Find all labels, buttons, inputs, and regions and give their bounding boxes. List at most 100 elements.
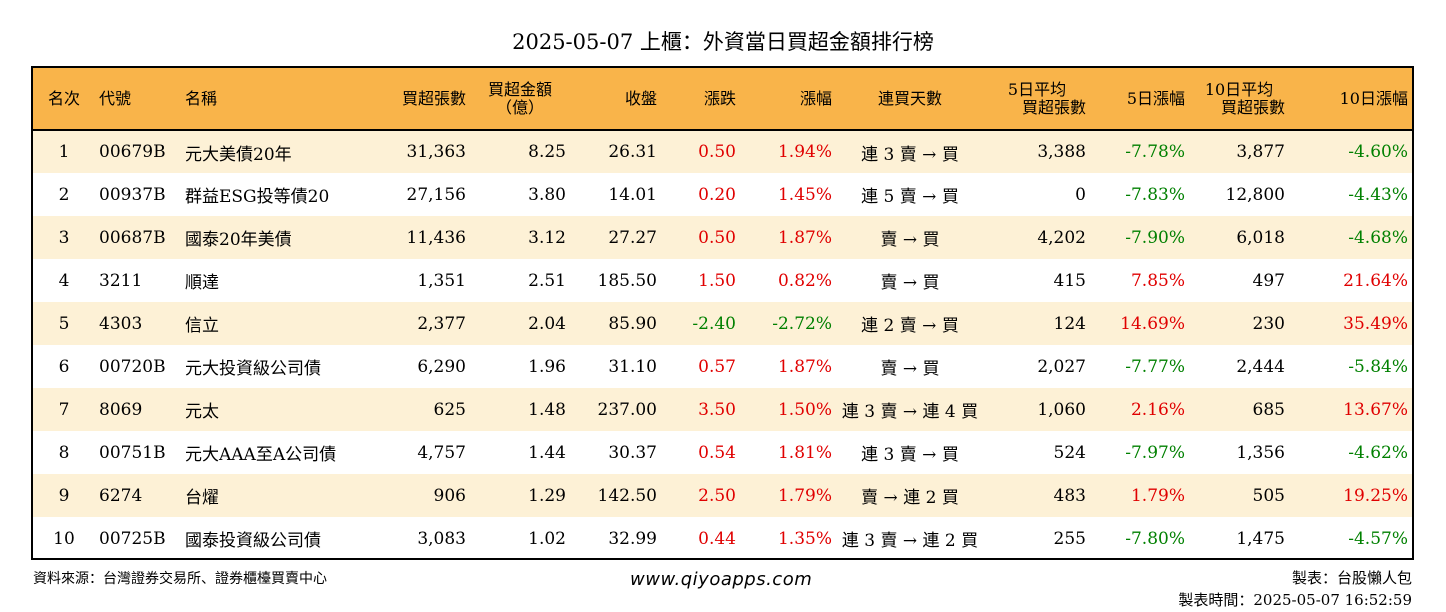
maker-info: 製表：台股懶人包 製表時間：2025-05-07 16:52:59	[1178, 567, 1412, 611]
avg10-cell: 497	[1252, 270, 1285, 291]
pct5-cell: -7.90%	[1125, 227, 1185, 248]
website-link[interactable]: www.qiyoapps.com	[630, 569, 813, 590]
name-cell: 元大美債20年	[185, 144, 292, 165]
name-cell: 順達	[185, 273, 219, 293]
avg10-cell: 1,356	[1236, 442, 1285, 463]
header-avg5-line1: 5日平均	[1007, 79, 1067, 99]
header-avg5: 5日平均 買超張數	[984, 68, 1090, 131]
code-cell: 4303	[99, 313, 143, 334]
change-pct-cell: 1.87%	[777, 356, 832, 377]
rank-cell: 9	[58, 485, 70, 506]
header-pct5: 5日漲幅	[1090, 68, 1189, 131]
header-pct10: 10日漲幅	[1289, 68, 1412, 131]
avg10-cell: 3,877	[1236, 142, 1285, 162]
close-cell: 14.01	[608, 184, 657, 205]
code-cell: 8069	[99, 399, 143, 420]
header-net-buy-lots: 買超張數	[386, 68, 470, 131]
name-cell: 國泰投資級公司債	[185, 531, 321, 551]
change-cell: 3.50	[698, 399, 736, 420]
avg5-cell: 524	[1053, 442, 1086, 463]
pct10-cell: -4.68%	[1348, 227, 1408, 248]
avg5-cell: 1,060	[1037, 399, 1086, 420]
streak-cell: 連 3 賣 → 買	[861, 445, 959, 465]
change-pct-cell: 1.79%	[777, 485, 832, 506]
close-cell: 27.27	[608, 227, 657, 248]
change-cell: -2.40	[692, 313, 736, 334]
net-buy-amount-cell: 1.02	[528, 528, 566, 549]
rank-cell: 4	[58, 270, 70, 291]
change-cell: 1.50	[698, 270, 736, 291]
header-rank: 名次	[33, 68, 95, 131]
table-row: 4 3211 順達 1,351 2.51 185.50 1.50 0.82% 賣 → 買 415 7…	[33, 259, 1412, 302]
net-buy-lots-cell: 3,083	[417, 528, 466, 549]
change-cell: 0.50	[698, 227, 736, 248]
pct5-cell: 7.85%	[1130, 270, 1185, 291]
rank-cell: 2	[58, 184, 70, 205]
rank-cell: 5	[58, 313, 70, 334]
pct5-cell: -7.80%	[1125, 528, 1185, 549]
close-cell: 85.90	[608, 313, 657, 334]
change-cell: 2.50	[698, 485, 736, 506]
made-time: 製表時間：2025-05-07 16:52:59	[1178, 591, 1412, 609]
net-buy-amount-cell: 1.29	[528, 485, 566, 506]
avg5-cell: 4,202	[1037, 227, 1086, 248]
rank-cell: 3	[58, 227, 70, 248]
rank-cell: 10	[53, 528, 75, 549]
change-cell: 0.54	[698, 442, 736, 463]
table-row: 8 00751B 元大AAA至A公司債 4,757 1.44 30.37 0.54 1.81%…	[33, 431, 1412, 474]
streak-cell: 連 3 賣 → 買	[861, 144, 959, 165]
pct5-cell: 14.69%	[1120, 313, 1185, 334]
close-cell: 237.00	[597, 399, 657, 420]
pct5-cell: -7.78%	[1125, 142, 1185, 162]
avg10-cell: 2,444	[1236, 356, 1285, 377]
name-cell: 元大AAA至A公司債	[185, 445, 337, 465]
change-pct-cell: 1.87%	[777, 227, 832, 248]
net-buy-amount-cell: 3.12	[528, 227, 566, 248]
header-net-buy-amount-line1: 買超金額	[487, 79, 552, 99]
avg10-cell: 505	[1252, 485, 1285, 506]
header-code: 代號	[95, 68, 181, 131]
name-cell: 信立	[185, 316, 219, 336]
table-row: 1 00679B 元大美債20年 31,363 8.25 26.31 0.50 1.94% 連 …	[33, 130, 1412, 173]
name-cell: 元大投資級公司債	[185, 359, 321, 379]
close-cell: 142.50	[597, 485, 657, 506]
streak-cell: 賣 → 買	[880, 273, 940, 293]
page-title: 2025-05-07 上櫃：外資當日買超金額排行榜	[512, 30, 934, 54]
change-cell: 0.20	[698, 184, 736, 205]
rank-cell: 1	[58, 142, 70, 162]
avg5-cell: 483	[1053, 485, 1086, 506]
change-pct-cell: -2.72%	[772, 313, 832, 334]
streak-cell: 連 5 賣 → 買	[861, 187, 959, 207]
name-cell: 群益ESG投等債20	[185, 187, 330, 207]
avg10-cell: 1,475	[1236, 528, 1285, 549]
net-buy-lots-cell: 906	[433, 485, 466, 506]
header-net-buy-amount: 買超金額 （億）	[470, 68, 570, 131]
streak-cell: 賣 → 買	[880, 359, 940, 379]
pct10-cell: -4.62%	[1348, 442, 1408, 463]
table-body: 1 00679B 元大美債20年 31,363 8.25 26.31 0.50 1.94% 連 …	[33, 130, 1412, 560]
header-name: 名稱	[181, 68, 386, 131]
pct10-cell: -5.84%	[1348, 356, 1408, 377]
pct10-cell: 35.49%	[1343, 313, 1408, 334]
maker-label: 製表：台股懶人包	[1291, 569, 1412, 587]
pct5-cell: 1.79%	[1130, 485, 1185, 506]
close-cell: 31.10	[608, 356, 657, 377]
streak-cell: 連 3 賣 → 連 2 買	[841, 531, 979, 551]
avg5-cell: 255	[1053, 528, 1086, 549]
pct5-cell: -7.97%	[1125, 442, 1185, 463]
close-cell: 26.31	[608, 142, 657, 162]
net-buy-amount-cell: 3.80	[528, 184, 566, 205]
streak-cell: 連 2 賣 → 買	[861, 316, 959, 336]
pct10-cell: -4.57%	[1348, 528, 1408, 549]
data-source: 資料來源：台灣證券交易所、證券櫃檯買賣中心	[33, 571, 327, 587]
name-cell: 台燿	[185, 488, 219, 508]
code-cell: 6274	[99, 485, 143, 506]
net-buy-lots-cell: 625	[433, 399, 466, 420]
pct5-cell: -7.83%	[1125, 184, 1185, 205]
rank-cell: 8	[58, 442, 70, 463]
ranking-table: 名次 代號 名稱 買超張數 買超金額 （億） 收盤 漲跌 漲幅 連買天數 5日平…	[31, 66, 1414, 560]
net-buy-lots-cell: 4,757	[417, 442, 466, 463]
pct10-cell: 21.64%	[1343, 270, 1408, 291]
net-buy-lots-cell: 31,363	[406, 142, 466, 162]
net-buy-amount-cell: 1.48	[528, 399, 566, 420]
